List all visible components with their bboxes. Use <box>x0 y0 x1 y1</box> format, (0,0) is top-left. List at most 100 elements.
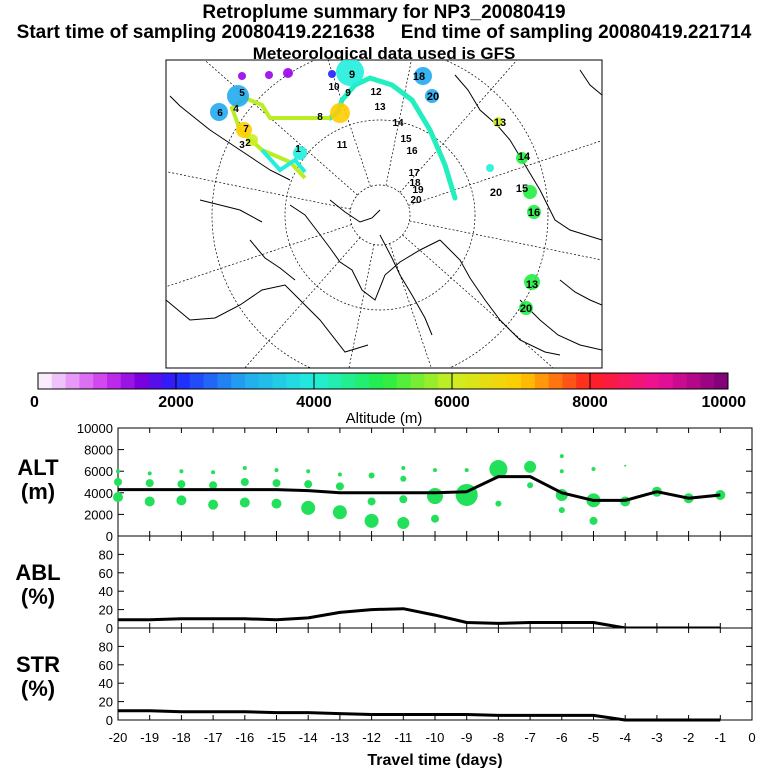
colorbar-tick-label: 10000 <box>702 394 747 411</box>
altitude-point <box>239 497 250 508</box>
plume-blob <box>527 205 541 219</box>
altitude-point <box>116 469 120 474</box>
map-trajectory-label: 2 <box>245 138 251 149</box>
colorbar-cell <box>617 373 632 389</box>
altitude-point <box>145 479 154 488</box>
colorbar-cell <box>327 373 343 389</box>
colorbar-cell <box>93 373 108 389</box>
colorbar-cell <box>217 373 232 389</box>
colorbar-cell <box>148 373 163 389</box>
y-tick-label: 8000 <box>84 443 113 458</box>
map-trajectory-label: 11 <box>337 140 348 151</box>
x-tick-label: -19 <box>140 730 159 745</box>
altitude-point <box>589 516 598 525</box>
plume-blob <box>336 60 364 86</box>
colorbar-cell <box>258 373 274 389</box>
coastline <box>579 69 602 96</box>
colorbar-tick-label: 0 <box>30 394 39 411</box>
plume-blob <box>227 85 249 107</box>
meridian-line <box>408 140 602 206</box>
altitude-point <box>176 495 187 506</box>
meridian-line <box>399 60 518 193</box>
y-tick-label: 2000 <box>84 507 113 522</box>
colorbar-cell <box>38 373 53 389</box>
colorbar-tick-label: 4000 <box>296 394 332 411</box>
start-time-label: Start time of sampling 20080419.221638 <box>16 22 375 43</box>
map-trajectory-label: 1 <box>295 144 301 155</box>
coastline <box>169 95 291 181</box>
plume-blob <box>238 72 246 80</box>
time-series-panels: 0200040006000800010000ALT(m)020406080ABL… <box>15 421 755 768</box>
map-trajectory-label: 13 <box>494 117 506 129</box>
map-trajectory-label: 13 <box>374 102 386 113</box>
altitude-point <box>113 492 123 503</box>
altitude-point <box>715 489 726 500</box>
coastline <box>439 239 561 356</box>
altitude-point <box>177 480 186 489</box>
meridian-line <box>204 60 358 196</box>
map-trajectory-label: 4 <box>233 104 239 115</box>
latitude-circle <box>284 119 476 311</box>
altitude-point <box>397 517 410 530</box>
altitude-point <box>464 468 469 473</box>
colorbar-cell <box>341 373 356 389</box>
panel-frame <box>117 535 753 629</box>
altitude-point <box>332 505 347 520</box>
series-line-alt <box>118 475 721 502</box>
colorbar-cell <box>645 373 660 389</box>
altitude-point <box>242 465 247 470</box>
colorbar-cell <box>203 373 218 389</box>
map-trajectory-label: 15 <box>516 183 528 195</box>
colorbar-cell <box>521 373 536 389</box>
map-trajectory-label: 5 <box>239 88 245 99</box>
coastline <box>454 74 602 241</box>
meridian-line <box>244 237 361 368</box>
plume-blob <box>246 134 258 146</box>
colorbar-cell <box>465 373 481 389</box>
coastline <box>289 204 441 301</box>
altitude-point <box>144 496 155 507</box>
colorbar-cell <box>493 373 508 389</box>
colorbar-cell <box>672 373 688 389</box>
altitude-point <box>624 464 627 467</box>
altitude-point <box>489 460 508 479</box>
map-trajectory-label: 10 <box>328 82 340 93</box>
x-tick-label: -16 <box>235 730 254 745</box>
y-tick-label: 80 <box>99 547 113 562</box>
meridian-line <box>348 244 375 368</box>
plume-blob <box>210 103 228 121</box>
colorbar-cell <box>548 373 563 389</box>
plume-blob <box>414 67 432 85</box>
y-tick-label: 6000 <box>84 464 113 479</box>
coastline <box>329 199 381 223</box>
x-tick-label: -4 <box>619 730 631 745</box>
map-trajectory-label: 9 <box>345 88 351 99</box>
altitude-point <box>527 482 534 489</box>
x-tick-label: -18 <box>172 730 191 745</box>
map-trajectory-label: 12 <box>370 87 382 98</box>
colorbar-cell <box>383 373 398 389</box>
plume-blob <box>425 89 439 103</box>
latitude-circle <box>211 60 549 368</box>
map-trajectory-label: 20 <box>520 303 532 315</box>
y-tick-label: 60 <box>99 566 113 581</box>
colorbar-cell <box>479 373 494 389</box>
colorbar-cell <box>51 373 67 389</box>
colorbar-cell <box>631 373 646 389</box>
colorbar-tick-label: 2000 <box>158 394 194 411</box>
map-trajectory-label: 20 <box>427 91 439 103</box>
colorbar-cell <box>396 373 412 389</box>
altitude-point <box>304 480 313 489</box>
panel-abl: 0 20 40 60 80 ABL(%) <box>15 535 753 636</box>
plume-track <box>260 148 307 174</box>
meridian-line <box>402 234 554 368</box>
colorbar-cell <box>576 373 591 389</box>
meridian-line <box>327 60 371 187</box>
plume-blob <box>516 152 528 164</box>
map-trajectory-label: 20 <box>490 187 502 199</box>
panel-ylabel: STR <box>16 652 60 677</box>
colorbar-cell <box>107 373 122 389</box>
colorbar-cell <box>603 373 619 389</box>
colorbar-cell <box>314 373 329 389</box>
colorbar-frame <box>37 372 729 390</box>
